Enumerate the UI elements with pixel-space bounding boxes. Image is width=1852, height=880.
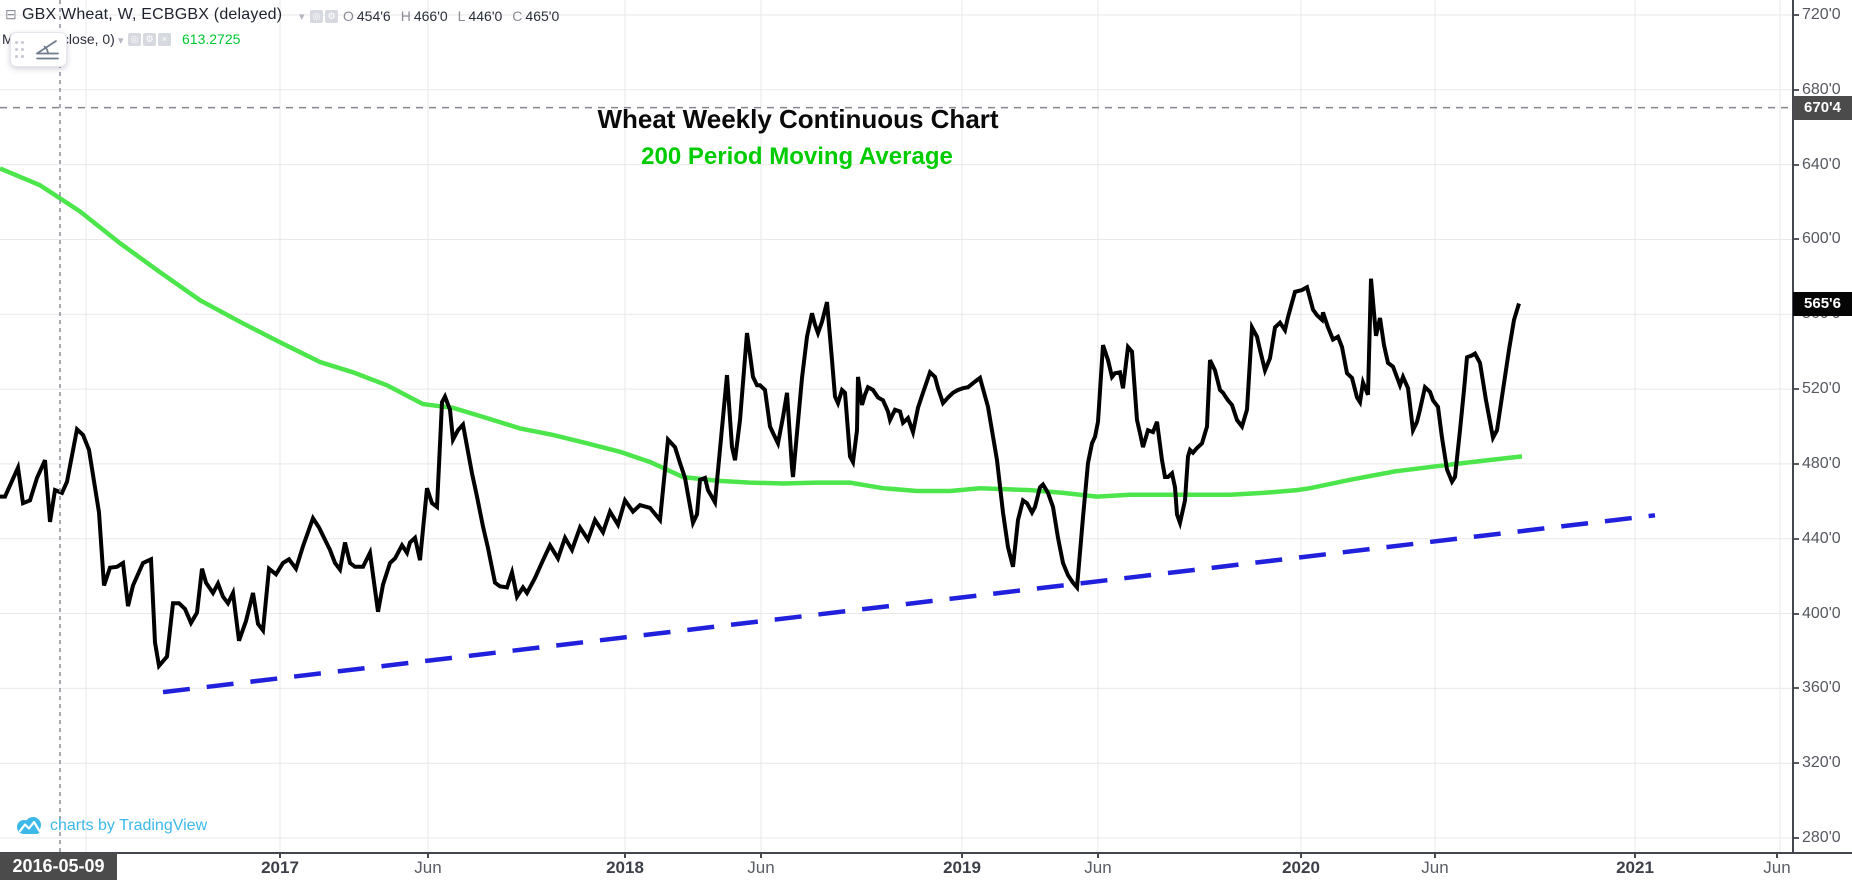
last-price-badge: 565'6 xyxy=(1793,291,1852,316)
time-axis-tick xyxy=(1434,852,1436,858)
open-label: O xyxy=(343,8,354,24)
tradingview-logo-icon xyxy=(17,817,41,834)
crosshair-date-badge: 2016-05-09 xyxy=(0,853,117,880)
trendline[interactable] xyxy=(162,513,1656,695)
price-axis-tick xyxy=(1794,163,1799,166)
chart-plot-area[interactable] xyxy=(0,0,1792,852)
chart-subtitle: 200 Period Moving Average xyxy=(641,143,953,170)
price-axis-tick xyxy=(1794,837,1799,839)
low-value: 446'0 xyxy=(468,8,503,24)
collapse-legend-icon[interactable]: ⊟ xyxy=(5,6,17,22)
time-axis-tick xyxy=(1300,852,1302,858)
price-axis-label: 480'0 xyxy=(1802,454,1841,472)
chart-title: Wheat Weekly Continuous Chart xyxy=(597,104,999,134)
price-axis-tick xyxy=(1794,612,1799,615)
time-axis-tick xyxy=(279,852,281,858)
high-label: H xyxy=(400,8,411,24)
close-value: 465'0 xyxy=(525,8,560,24)
time-axis-tick xyxy=(760,852,762,858)
time-axis-tick xyxy=(1776,852,1778,858)
price-scale[interactable]: 720'0680'0640'0600'0560'0520'0480'0440'0… xyxy=(1792,0,1852,852)
price-axis-tick xyxy=(1794,537,1799,540)
time-axis-label: 2020 xyxy=(1282,858,1320,877)
drag-dots-icon xyxy=(14,41,24,58)
crosshair-price-badge: 670'4 xyxy=(1793,95,1852,120)
time-axis-label: 2019 xyxy=(943,858,981,877)
watermark-text: charts by TradingView xyxy=(50,816,208,834)
close-icon[interactable]: × xyxy=(158,33,171,46)
time-axis-tick xyxy=(961,852,963,858)
time-axis-label: 2018 xyxy=(606,858,644,877)
low-label: L xyxy=(457,8,466,24)
price-axis-label: 600'0 xyxy=(1802,230,1841,248)
time-axis-label: Jun xyxy=(1421,858,1449,877)
price-axis-tick xyxy=(1794,462,1799,465)
time-axis-label: Jun xyxy=(414,858,442,877)
time-axis-tick xyxy=(427,852,429,858)
price-axis-tick xyxy=(1794,88,1799,91)
trend-angle-icon xyxy=(35,39,59,59)
price-axis-label: 360'0 xyxy=(1802,679,1841,697)
floating-drawing-toolbar xyxy=(10,32,67,67)
time-axis-label: Jun xyxy=(747,858,775,877)
price-axis-label: 520'0 xyxy=(1802,380,1841,398)
price-axis-label: 720'0 xyxy=(1802,6,1841,23)
time-axis-label: 2021 xyxy=(1616,858,1654,877)
chevron-down-icon[interactable]: ▾ xyxy=(118,35,124,47)
close-label: C xyxy=(512,8,523,24)
indicator-value: 613.2725 xyxy=(182,31,241,47)
price-axis-tick xyxy=(1794,687,1799,690)
ohlc-values: O 454'6 H 466'0 L 446'0 C 465'0 xyxy=(343,8,569,24)
time-scale[interactable]: 2017 Jun 2018 Jun 2019 Jun 2020 Jun 2021 Jun xyxy=(0,852,1852,880)
price-axis-tick xyxy=(1794,14,1799,16)
gear-icon[interactable]: ⚙ xyxy=(325,10,338,23)
price-axis-tick xyxy=(1794,762,1799,765)
gear-icon[interactable]: ⚙ xyxy=(143,33,156,46)
price-axis-label: 400'0 xyxy=(1802,604,1841,622)
price-axis-label: 320'0 xyxy=(1802,754,1841,772)
price-axis-tick xyxy=(1794,388,1799,391)
tradingview-watermark[interactable]: charts by TradingView xyxy=(16,816,207,835)
eye-icon[interactable]: ◎ xyxy=(128,33,141,46)
high-value: 466'0 xyxy=(413,8,448,24)
chevron-down-icon[interactable]: ▾ xyxy=(299,11,305,23)
ma-line[interactable] xyxy=(0,166,1523,499)
eye-icon[interactable]: ◎ xyxy=(310,10,323,23)
time-axis-label: Jun xyxy=(1084,858,1112,877)
symbol-title[interactable]: GBX Wheat, W, ECBGBX (delayed) xyxy=(22,6,283,23)
price-line[interactable] xyxy=(0,278,1521,671)
drag-handle[interactable] xyxy=(11,33,27,66)
price-axis-label: 280'0 xyxy=(1802,829,1841,846)
price-axis-label: 640'0 xyxy=(1802,155,1841,173)
open-value: 454'6 xyxy=(356,8,391,24)
trend-angle-tool-button[interactable] xyxy=(27,33,66,66)
time-axis-tick xyxy=(624,852,626,858)
time-axis-label: 2017 xyxy=(261,858,299,877)
time-axis-tick xyxy=(1097,852,1099,858)
price-axis-label: 440'0 xyxy=(1802,529,1841,547)
time-axis-label: Jun xyxy=(1763,858,1791,877)
price-axis-label: 680'0 xyxy=(1802,80,1841,98)
price-axis-tick xyxy=(1794,238,1799,241)
time-axis-tick xyxy=(1634,852,1636,858)
